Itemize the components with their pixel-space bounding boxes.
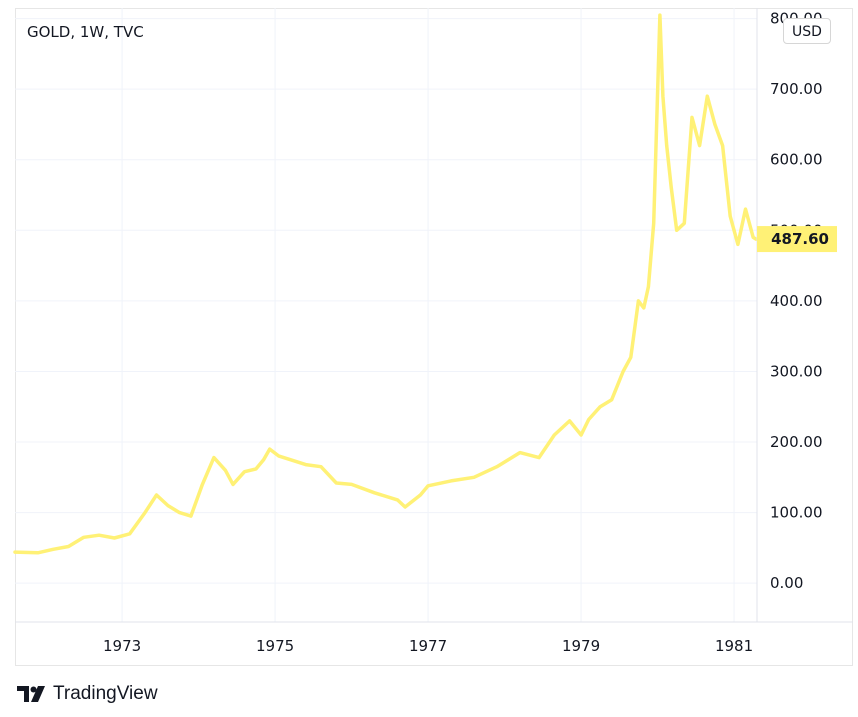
tradingview-logo-icon bbox=[17, 686, 45, 702]
time-axis[interactable]: 1973 1975 1977 1979 1981 bbox=[103, 637, 753, 655]
chart-frame bbox=[15, 8, 853, 666]
grid-lines bbox=[15, 8, 757, 622]
symbol-label: GOLD, 1W, TVC bbox=[27, 23, 144, 41]
price-tick-label: 400.00 bbox=[770, 292, 823, 310]
last-price-tag: 487.60 bbox=[757, 226, 837, 253]
price-tick-label: 600.00 bbox=[770, 151, 823, 169]
time-tick-label: 1975 bbox=[256, 637, 294, 655]
price-tick-label: 100.00 bbox=[770, 504, 823, 522]
currency-button[interactable]: USD bbox=[783, 18, 831, 44]
time-tick-label: 1979 bbox=[562, 637, 600, 655]
last-price-label: 487.60 bbox=[771, 230, 829, 248]
time-tick-label: 1973 bbox=[103, 637, 141, 655]
brand-name: TradingView bbox=[53, 683, 158, 704]
time-tick-label: 1977 bbox=[409, 637, 447, 655]
time-tick-label: 1981 bbox=[715, 637, 753, 655]
price-tick-label: 200.00 bbox=[770, 433, 823, 451]
price-tick-label: 0.00 bbox=[770, 574, 803, 592]
price-series-line bbox=[13, 13, 758, 555]
price-tick-label: 300.00 bbox=[770, 362, 823, 380]
price-axis[interactable]: 0.00100.00200.00300.00400.00500.00600.00… bbox=[770, 10, 823, 593]
tradingview-brand[interactable]: TradingView bbox=[17, 682, 158, 706]
price-tick-label: 700.00 bbox=[770, 80, 823, 98]
